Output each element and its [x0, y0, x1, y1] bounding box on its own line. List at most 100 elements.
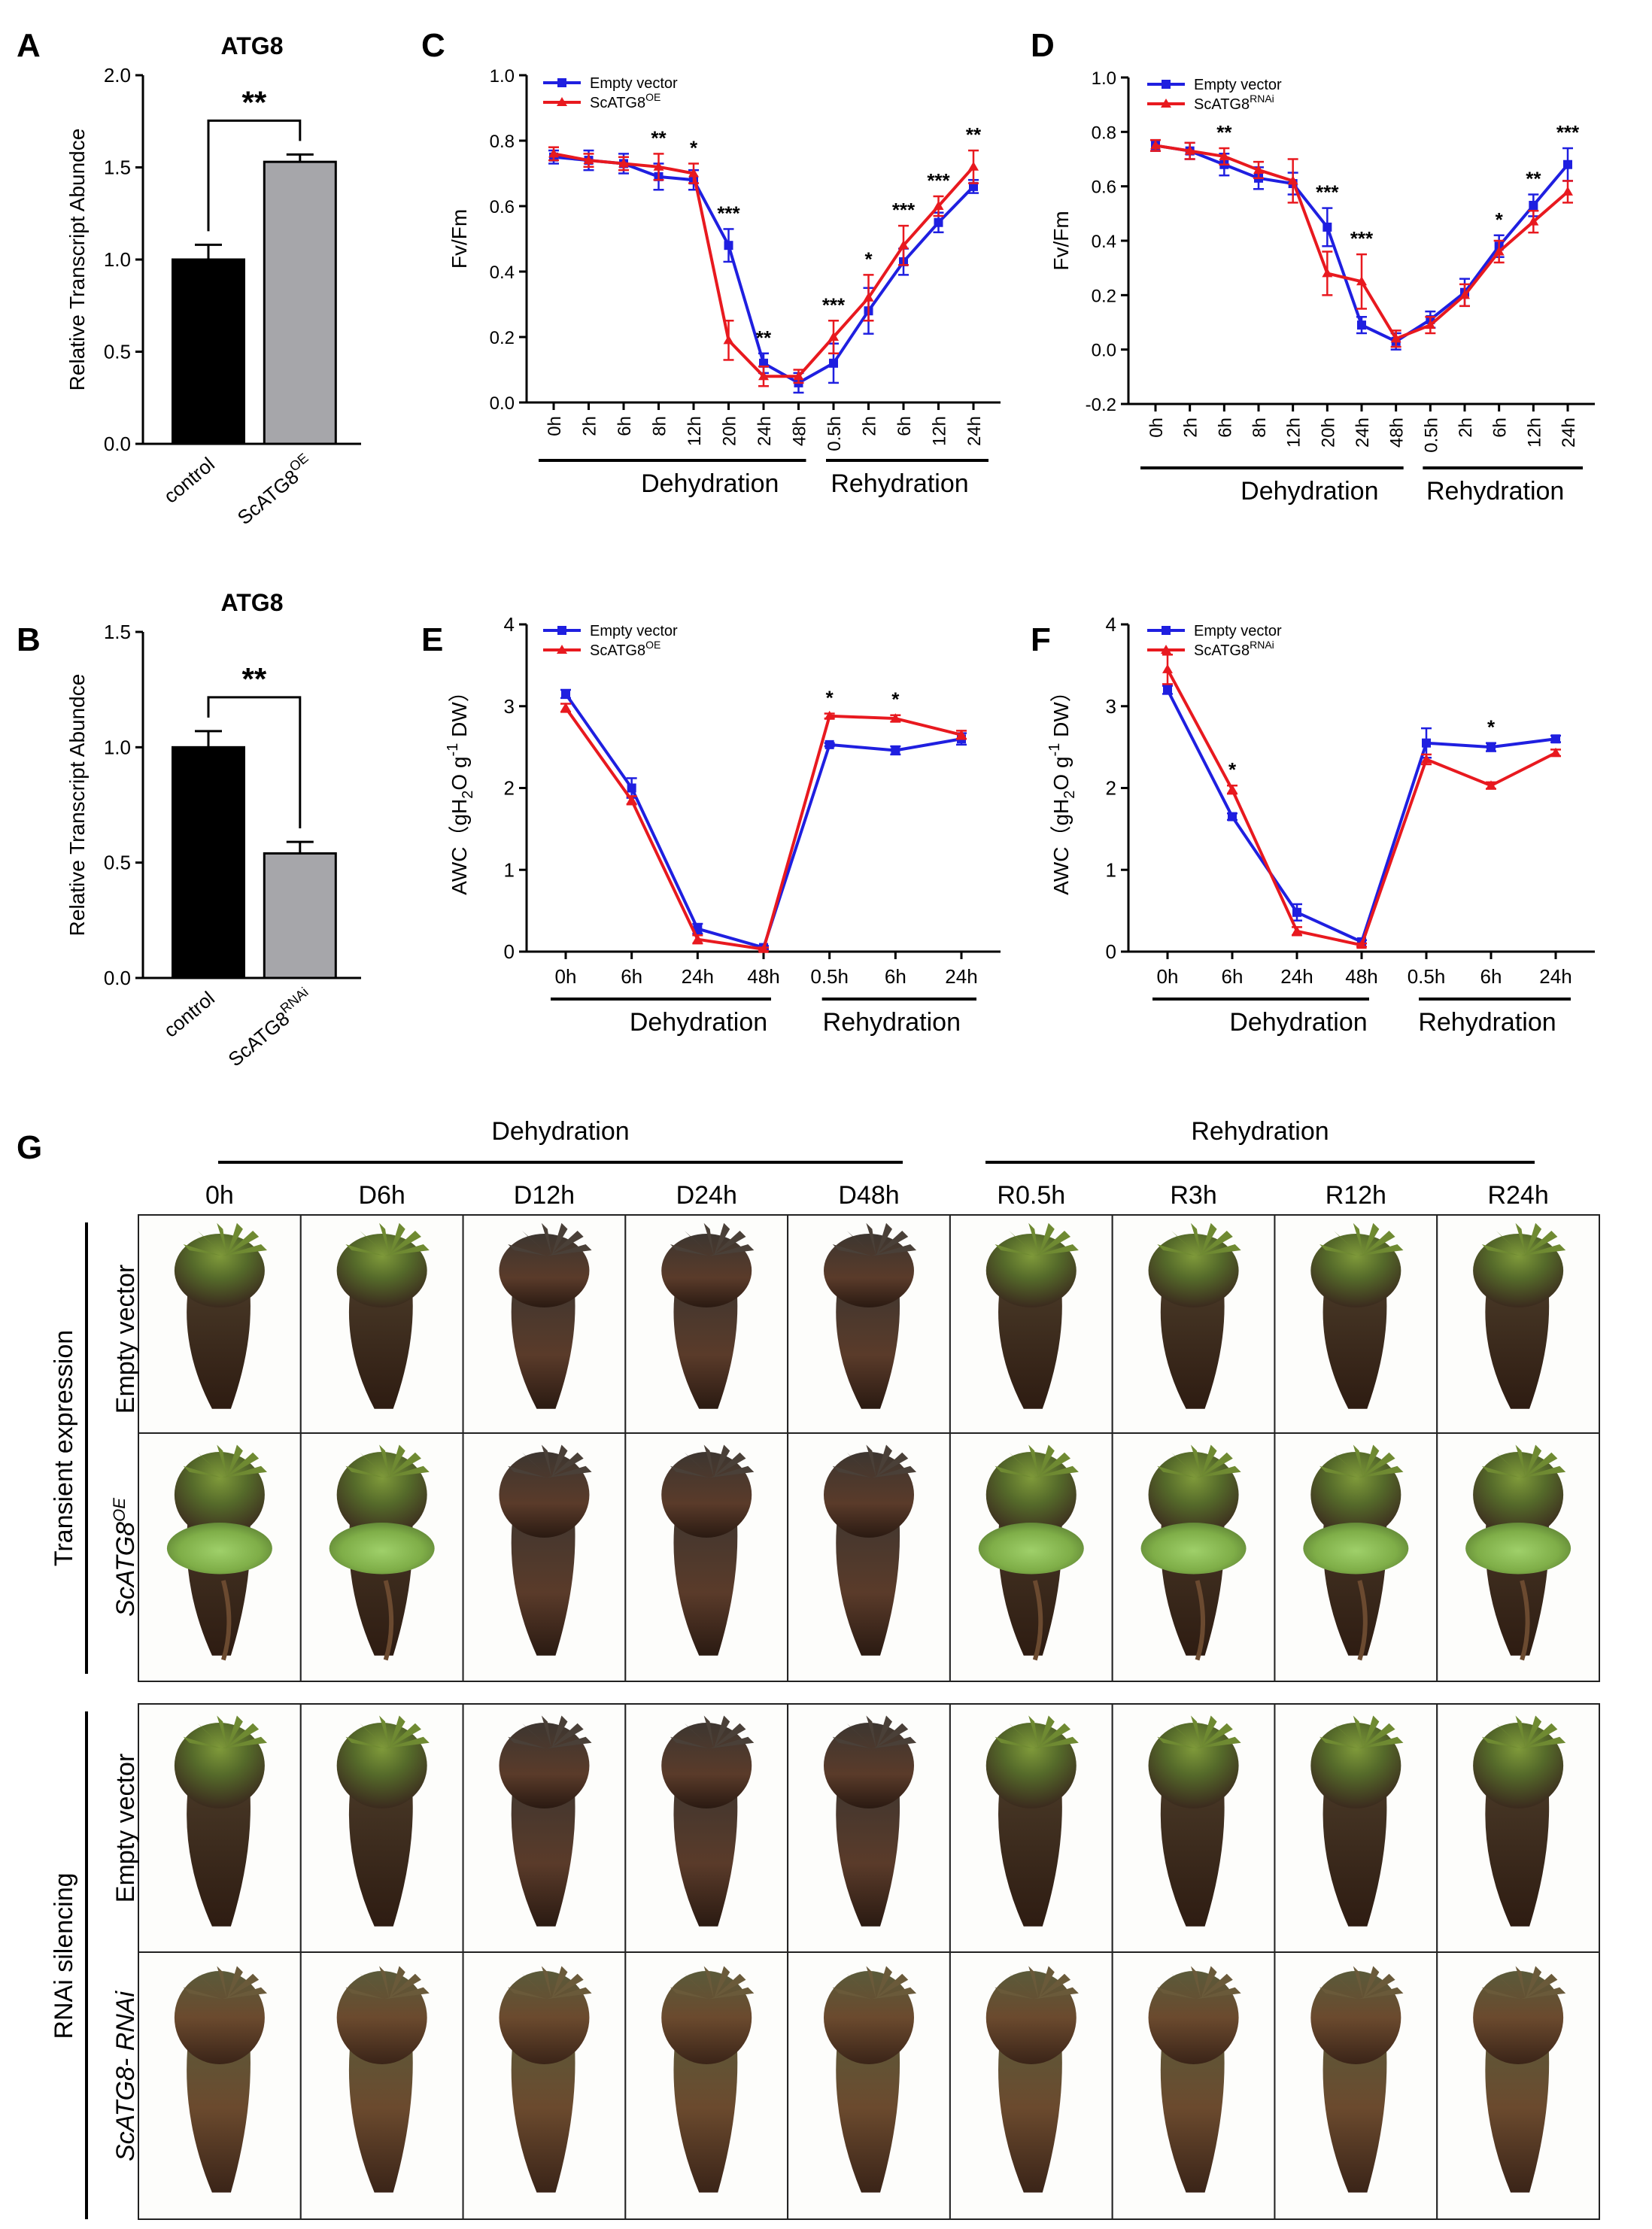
moss-leaf [226, 1444, 243, 1478]
x-tick-label: 48h [1345, 965, 1377, 988]
x-tick-label: 24h [1353, 418, 1373, 448]
moss-leaf [1515, 1966, 1526, 2000]
significance-label: *** [1316, 181, 1339, 204]
y-tick-label: 0.8 [490, 132, 515, 152]
moss-leaf [379, 1966, 390, 2000]
moss-leaf [874, 1230, 909, 1256]
y-tick-label: 4 [1106, 613, 1116, 636]
moss-photo [1148, 1222, 1241, 1409]
x-tick-label: 0.5h [824, 416, 845, 451]
moss-leaf [1028, 1715, 1039, 1749]
moss-leaf [1361, 1973, 1395, 2000]
moss-leaf [1190, 1222, 1201, 1256]
moss-rhizoid [220, 1580, 232, 1661]
moss-leaf [541, 1222, 552, 1256]
g-dehydration-label: Dehydration [491, 1117, 629, 1146]
y-label-mid: O g [448, 756, 471, 790]
significance-label: ** [242, 661, 267, 697]
moss-leaf [866, 1966, 876, 2000]
moss-leaf [1319, 1736, 1359, 1749]
moss-leaf [1525, 1715, 1542, 1749]
moss-leaf [684, 1723, 712, 1749]
moss-leaf [379, 1715, 390, 1749]
x-tick-label: 48h [1387, 418, 1408, 448]
legend-label-scatg8: ScATG8RNAi [1194, 93, 1274, 113]
moss-stem [348, 2022, 413, 2193]
legend-marker-scatg8 [1161, 99, 1171, 108]
y-label-pre: AWC（gH [448, 799, 471, 895]
moss-leaf [1034, 1736, 1079, 1749]
significance-label: * [864, 247, 873, 270]
moss-leaf [549, 1973, 584, 2000]
moss-leaf [1201, 1222, 1217, 1256]
moss-leaf [712, 1230, 746, 1256]
rehydration-label: Rehydration [823, 1008, 961, 1037]
moss-leaf [549, 1230, 584, 1256]
x-tick-label: 8h [1250, 418, 1270, 438]
moss-photo [1148, 1715, 1241, 1927]
moss-photo [1310, 1715, 1404, 1927]
y-tick-label: 0 [1106, 940, 1116, 963]
moss-stem [1323, 1769, 1387, 1927]
moss-leaf [345, 1244, 385, 1256]
x-tick-label: 24h [1559, 418, 1579, 448]
moss-photo [1310, 1966, 1404, 2193]
moss-leaf [1520, 1987, 1566, 2000]
moss-leaf [546, 1244, 592, 1256]
dehydration-label: Dehydration [641, 469, 779, 498]
moss-leaf [551, 1222, 568, 1256]
moss-leaf [876, 1222, 893, 1256]
x-tick-label: 2h [860, 416, 880, 436]
moss-head [824, 1234, 914, 1307]
moss-head [661, 1234, 752, 1307]
moss-leaf [1198, 1452, 1233, 1478]
significance-label: *** [822, 293, 846, 316]
moss-leaf [1333, 1452, 1362, 1478]
y-tick-label: 0.6 [490, 197, 515, 217]
significance-label: * [891, 688, 900, 711]
g-column-header-D6h: D6h [358, 1181, 405, 1210]
moss-leaf [226, 1222, 243, 1256]
moss-leaf [712, 1452, 746, 1478]
moss-leaf [217, 1966, 227, 2000]
moss-leaf [387, 1973, 421, 2000]
significance-label: * [1496, 208, 1504, 231]
data-point [934, 217, 943, 227]
moss-head [824, 1971, 914, 2064]
g-row-empty-vector-1: Empty vector [111, 1265, 140, 1414]
rehydration-label: Rehydration [1426, 477, 1564, 506]
moss-leaf [1353, 1966, 1364, 2000]
panel-label-d: D [1031, 27, 1055, 64]
y-tick-label: 0.2 [1092, 286, 1116, 306]
moss-photo [499, 1222, 592, 1409]
moss-leaf [995, 1736, 1034, 1749]
moss-leaf [703, 1715, 714, 1749]
data-point [1322, 268, 1333, 278]
moss-leaf [1481, 1244, 1521, 1256]
moss-leaf [1171, 1230, 1199, 1256]
data-point [1253, 164, 1264, 174]
moss-leaf [871, 1244, 917, 1256]
moss-leaf [1319, 1244, 1359, 1256]
moss-leaf [995, 1465, 1034, 1478]
moss-leaf [871, 1736, 917, 1749]
x-tick-label: 12h [930, 416, 950, 446]
moss-leaf [360, 1230, 388, 1256]
moss-leaf [1520, 1736, 1566, 1749]
moss-photo [661, 1444, 755, 1656]
data-point [561, 689, 570, 699]
legend-label-scatg8: ScATG8OE [590, 639, 660, 659]
data-point [583, 155, 594, 165]
moss-head [499, 1452, 590, 1538]
moss-stem [1323, 1274, 1387, 1409]
moss-rhizoid [1195, 1580, 1205, 1661]
moss-leaf [832, 1987, 872, 2000]
moss-head [985, 1234, 1077, 1307]
data-point [1459, 290, 1470, 299]
moss-stem [1485, 2022, 1550, 2193]
chart-d: -0.2 0.0 0.2 0.4 0.6 0.8 1.0 0h 2h 6h 8h 12h 20h 24h 4… [1049, 68, 1595, 506]
moss-leaf [1171, 1723, 1199, 1749]
moss-leaf [1201, 1715, 1217, 1749]
rehydration-label: Rehydration [831, 469, 968, 498]
